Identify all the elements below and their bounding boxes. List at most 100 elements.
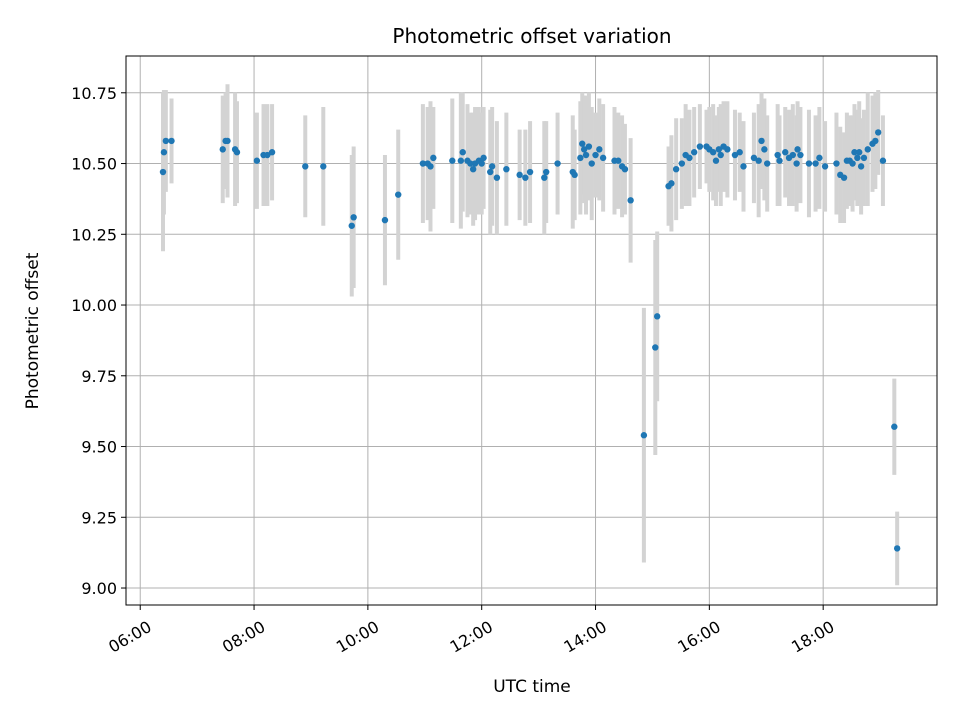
data-point [503, 165, 510, 173]
data-point [478, 160, 485, 167]
y-tick-label: 10.75 [71, 84, 117, 103]
data-point [712, 157, 720, 164]
data-point [724, 146, 731, 153]
data-point [467, 160, 474, 167]
data-point [731, 151, 739, 159]
data-point [854, 154, 861, 162]
data-point [797, 151, 804, 159]
data-point [816, 154, 823, 162]
data-points [159, 129, 901, 552]
data-point [717, 151, 724, 159]
data-point [159, 168, 167, 176]
data-point [833, 160, 840, 167]
data-point [571, 171, 578, 179]
data-point [851, 149, 858, 156]
data-point [840, 174, 848, 181]
data-point [864, 146, 871, 153]
data-point [233, 149, 241, 156]
data-point [872, 137, 879, 145]
data-point [162, 137, 170, 145]
y-tick-label: 10.25 [71, 225, 117, 244]
y-tick-label: 9.75 [81, 367, 117, 386]
data-point [755, 157, 762, 164]
data-point [640, 432, 648, 439]
data-point [794, 146, 801, 153]
data-point [395, 191, 402, 198]
plot-frame [125, 55, 938, 606]
data-point [678, 160, 686, 167]
data-point [160, 149, 168, 156]
data-point [350, 214, 357, 221]
y-tick-label: 10.50 [71, 155, 117, 174]
data-point [686, 154, 693, 162]
data-point [541, 174, 548, 181]
chart-title: Photometric offset variation [392, 24, 671, 48]
data-point [459, 149, 466, 156]
data-point [449, 157, 456, 164]
data-point [592, 151, 599, 159]
data-point [348, 222, 355, 229]
data-point [430, 154, 437, 162]
data-point [487, 168, 494, 176]
data-point [860, 154, 868, 162]
data-point [690, 149, 698, 156]
data-point [774, 151, 781, 159]
data-point [526, 168, 534, 176]
data-point [740, 163, 747, 170]
y-tick-label: 9.25 [81, 508, 117, 527]
data-point [758, 137, 765, 145]
data-point [580, 146, 588, 153]
data-point [782, 149, 789, 156]
data-point [582, 151, 590, 159]
data-point [821, 163, 829, 170]
data-point [627, 197, 634, 204]
data-point [516, 171, 523, 179]
data-point [615, 157, 622, 164]
data-point [381, 216, 389, 224]
data-point [812, 160, 819, 167]
data-point [764, 160, 771, 167]
data-point [543, 168, 550, 176]
data-point [268, 149, 276, 156]
data-point [750, 154, 758, 162]
data-point [579, 140, 586, 147]
data-point [776, 157, 783, 164]
data-point [715, 146, 723, 153]
data-point [469, 165, 477, 173]
y-axis-label: Photometric offset [23, 252, 43, 409]
data-point [793, 160, 800, 167]
data-point [419, 160, 427, 167]
data-point [893, 545, 901, 552]
data-point [219, 146, 226, 153]
data-point [320, 163, 327, 170]
data-point [588, 160, 595, 167]
data-point [493, 174, 501, 181]
data-point [596, 146, 603, 153]
data-point [653, 313, 661, 320]
data-point [224, 137, 231, 145]
data-point [577, 154, 584, 162]
x-axis-label: UTC time [493, 677, 571, 697]
data-point [302, 163, 309, 170]
data-point [488, 163, 496, 170]
data-point [761, 146, 768, 153]
data-point [253, 157, 261, 164]
data-point [522, 174, 529, 181]
y-tick-label: 10.00 [71, 296, 117, 315]
data-point [264, 151, 271, 159]
y-tick-label: 9.00 [81, 579, 117, 598]
data-point [427, 163, 434, 170]
data-point [599, 154, 607, 162]
data-point [709, 149, 717, 156]
data-point [696, 143, 704, 150]
data-point [457, 157, 465, 164]
data-point [736, 149, 743, 156]
data-point [554, 160, 561, 167]
data-point [805, 160, 813, 167]
data-point [652, 344, 659, 351]
data-point [668, 180, 675, 187]
data-point [621, 165, 629, 173]
data-point [849, 160, 856, 167]
data-point [789, 151, 797, 159]
data-point [672, 165, 680, 173]
